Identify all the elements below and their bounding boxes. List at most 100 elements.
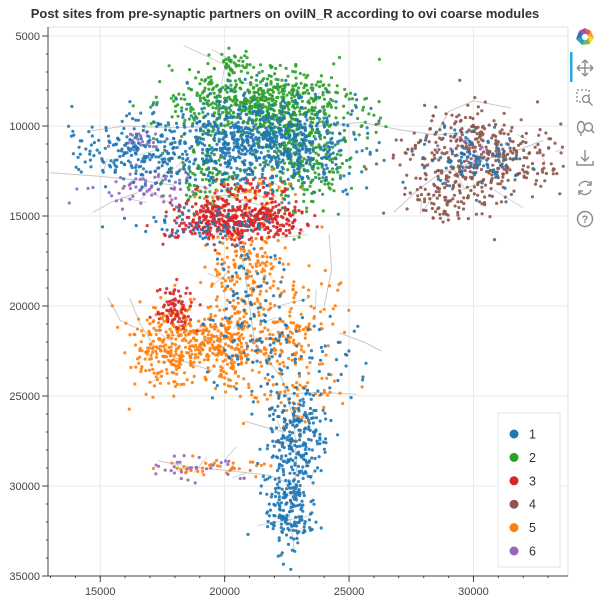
scatter-point xyxy=(330,182,334,186)
scatter-point xyxy=(210,396,214,400)
scatter-point xyxy=(240,209,244,213)
scatter-point xyxy=(300,99,304,103)
scatter-point xyxy=(316,442,320,446)
scatter-point xyxy=(309,438,313,442)
scatter-point xyxy=(451,183,455,187)
scatter-point xyxy=(293,152,297,157)
scatter-point xyxy=(535,151,540,155)
scatter-point xyxy=(215,168,219,172)
scatter-point xyxy=(322,405,326,410)
scatter-point xyxy=(249,96,253,100)
scatter-point xyxy=(269,495,273,499)
scatter-point xyxy=(522,148,526,152)
scatter-point xyxy=(303,520,307,524)
skeleton-branch xyxy=(221,66,226,85)
scatter-point xyxy=(339,372,343,377)
scatter-point xyxy=(302,86,306,90)
scatter-point xyxy=(266,328,270,332)
scatter-point xyxy=(170,330,174,334)
scatter-point xyxy=(559,122,563,126)
scatter-point xyxy=(326,393,330,397)
scatter-point xyxy=(250,265,255,269)
scatter-point xyxy=(478,147,482,151)
scatter-point xyxy=(136,137,140,141)
scatter-point xyxy=(285,487,289,491)
scatter-point xyxy=(259,117,263,121)
scatter-point xyxy=(218,228,222,232)
scatter-point xyxy=(153,175,157,179)
scatter-point xyxy=(322,105,326,109)
scatter-point xyxy=(175,330,179,334)
scatter-point xyxy=(176,320,180,324)
plot-frame[interactable] xyxy=(47,26,569,577)
scatter-point xyxy=(332,379,337,383)
scatter-point xyxy=(139,370,143,374)
scatter-point xyxy=(285,103,289,108)
scatter-point xyxy=(273,149,277,153)
scatter-point xyxy=(487,152,491,157)
scatter-point xyxy=(398,163,402,167)
scatter-point xyxy=(220,366,224,370)
scatter-point xyxy=(233,193,238,197)
scatter-point xyxy=(294,515,298,519)
scatter-point xyxy=(192,162,196,166)
scatter-point xyxy=(218,222,222,226)
scatter-point xyxy=(130,165,134,170)
scatter-point xyxy=(322,168,326,172)
plot-background[interactable] xyxy=(47,26,569,577)
scatter-point xyxy=(284,478,288,483)
scatter-point xyxy=(175,309,179,313)
scatter-point xyxy=(315,439,319,443)
scatter-point xyxy=(263,191,267,195)
scatter-point xyxy=(336,121,340,125)
scatter-point xyxy=(232,385,236,389)
scatter-point xyxy=(260,175,264,179)
scatter-point xyxy=(170,130,174,134)
scatter-point xyxy=(259,384,263,388)
scatter-point xyxy=(335,433,340,437)
scatter-point xyxy=(313,171,317,175)
scatter-point xyxy=(254,262,258,266)
scatter-point xyxy=(71,152,75,156)
scatter-point xyxy=(403,192,407,196)
skeleton-branch xyxy=(240,198,245,201)
scatter-point xyxy=(125,114,129,118)
scatter-point xyxy=(114,199,118,203)
scatter-point xyxy=(188,229,192,234)
scatter-point xyxy=(215,142,219,146)
scatter-point xyxy=(277,339,281,343)
scatter-point xyxy=(342,330,347,334)
points-layer xyxy=(67,46,565,572)
scatter-point xyxy=(287,401,292,405)
scatter-point xyxy=(97,138,101,142)
scatter-point xyxy=(307,447,311,451)
scatter-point xyxy=(235,280,239,284)
scatter-point xyxy=(198,195,202,200)
scatter-point xyxy=(181,227,185,231)
scatter-point xyxy=(264,144,268,149)
scatter-point xyxy=(297,371,301,376)
scatter-point xyxy=(221,236,225,240)
scatter-point xyxy=(273,72,277,76)
scatter-point xyxy=(263,176,267,180)
scatter-point xyxy=(187,86,191,90)
scatter-point xyxy=(259,284,263,288)
series-3-points xyxy=(145,176,319,333)
scatter-point xyxy=(227,194,231,198)
scatter-point xyxy=(256,213,260,217)
scatter-point xyxy=(471,145,475,150)
scatter-point xyxy=(490,176,494,180)
scatter-point xyxy=(286,141,291,145)
scatter-point xyxy=(238,277,242,281)
scatter-point xyxy=(281,562,285,566)
scatter-point xyxy=(188,169,192,174)
scatter-point xyxy=(224,390,228,394)
scatter-point xyxy=(513,178,517,182)
scatter-point xyxy=(327,372,331,376)
scatter-point xyxy=(190,124,194,128)
scatter-point xyxy=(158,344,163,348)
scatter-point xyxy=(512,189,516,193)
scatter-point xyxy=(292,296,296,300)
scatter-point xyxy=(352,132,356,136)
scatter-point xyxy=(236,331,240,335)
